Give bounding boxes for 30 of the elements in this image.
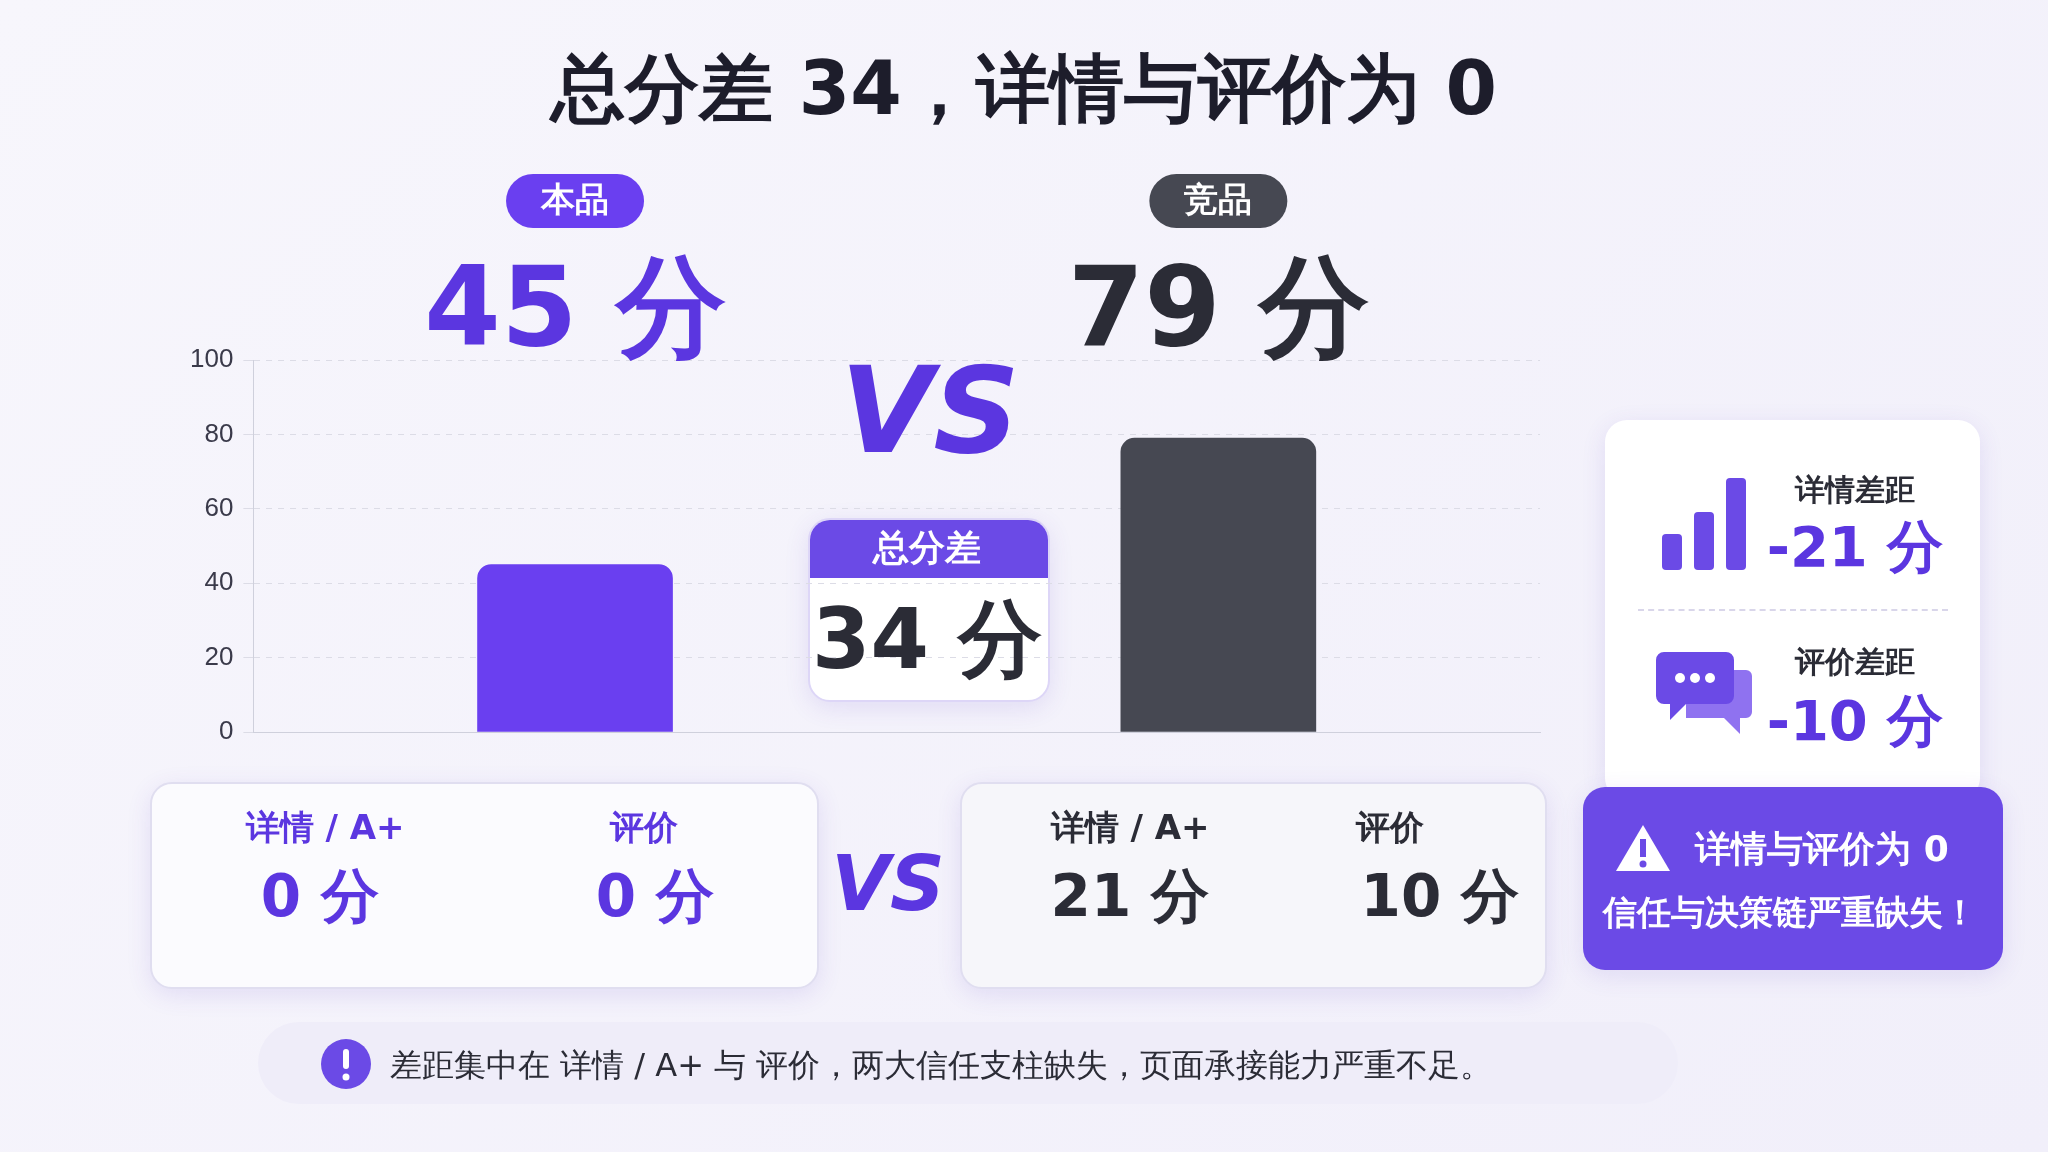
text: 0 分 xyxy=(260,861,380,932)
text: 信任与决策链严重缺失！ xyxy=(1603,891,1977,934)
text: -21 分 xyxy=(1766,513,1944,581)
text: 详情 / A+ xyxy=(1050,806,1210,849)
data-label: 45 分 xyxy=(424,243,726,371)
text: 评价 xyxy=(610,806,678,849)
text: 评价 xyxy=(1356,806,1424,849)
annotation: 34 分 xyxy=(811,589,1043,690)
y-tick-label: 40 xyxy=(204,566,234,597)
y-tick-label: 20 xyxy=(204,640,234,671)
text: 详情与评价为 0 xyxy=(1695,826,1949,871)
y-tick-label: 60 xyxy=(204,491,234,522)
text: 评价差距 xyxy=(1795,642,1915,681)
text: 0 分 xyxy=(595,861,715,932)
text: -10 分 xyxy=(1766,687,1944,755)
y-tick-label: 0 xyxy=(218,715,234,746)
text: 差距集中在 详情 / A+ 与 评价，两大信任支柱缺失，页面承接能力严重不足。 xyxy=(390,1045,1493,1086)
text: 21 分 xyxy=(1050,861,1210,932)
x-tick-label: 竞品 xyxy=(1184,178,1253,219)
text: 详情差距 xyxy=(1795,470,1915,509)
text: 详情 / A+ xyxy=(245,806,405,849)
chart-title: 总分差 34，详情与评价为 0 xyxy=(548,44,1498,133)
annotation: VS xyxy=(840,340,1020,480)
x-tick-label: 本品 xyxy=(540,178,610,219)
text: VS xyxy=(831,838,945,928)
annotation: 总分差 xyxy=(873,525,981,570)
y-tick-label: 100 xyxy=(189,343,234,374)
data-label: 79 分 xyxy=(1067,243,1370,371)
y-tick-label: 80 xyxy=(204,417,234,448)
text: 10 分 xyxy=(1360,861,1520,932)
